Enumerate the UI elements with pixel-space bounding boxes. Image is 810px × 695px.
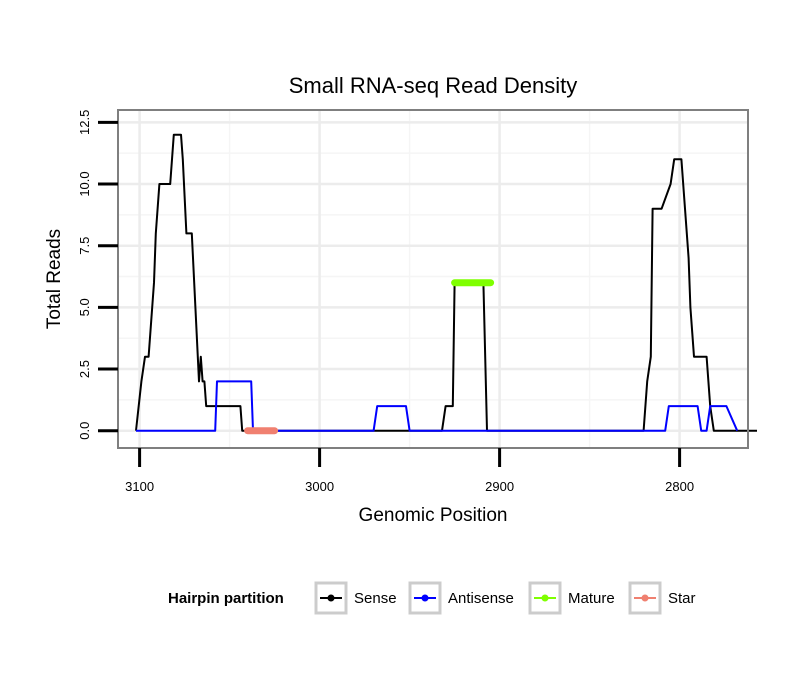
legend-item-antisense: Antisense (408, 581, 514, 615)
chart-title: Small RNA-seq Read Density (289, 73, 578, 98)
legend-item-sense: Sense (314, 581, 397, 615)
y-tick-label: 2.5 (77, 360, 92, 378)
legend-key-point (327, 594, 335, 602)
x-tick-label: 3100 (125, 479, 154, 494)
series-line-sense (135, 133, 757, 432)
legend: Hairpin partition Sense Antisense Mature St… (168, 581, 696, 615)
x-tick-label: 2800 (665, 479, 694, 494)
y-axis-label: Total Reads (44, 229, 65, 329)
legend-title: Hairpin partition (168, 590, 284, 607)
series-layer (135, 133, 757, 435)
legend-item-mature: Mature (528, 581, 615, 615)
legend-item-star: Star (628, 581, 696, 615)
y-tick-label: 10.0 (77, 171, 92, 196)
y-tick-label: 12.5 (77, 110, 92, 135)
y-tick-label: 0.0 (77, 422, 92, 440)
y-tick-label: 7.5 (77, 237, 92, 255)
x-tick-label: 3000 (305, 479, 334, 494)
y-tick-label: 5.0 (77, 298, 92, 316)
legend-label: Star (668, 590, 696, 607)
grid-layer (118, 110, 748, 448)
legend-key-point (541, 594, 549, 602)
x-axis-label: Genomic Position (359, 505, 508, 526)
axis-layer: 0.0 2.5 5.0 7.5 10.0 12.5 3100 3000 2900 2800 (77, 110, 694, 494)
series-line-antisense (136, 380, 739, 432)
legend-key-point (641, 594, 649, 602)
plot-panel-border (117, 109, 749, 449)
x-tick-label: 2900 (485, 479, 514, 494)
legend-key-point (421, 594, 429, 602)
legend-label: Mature (568, 590, 615, 607)
legend-label: Sense (354, 590, 397, 607)
legend-label: Antisense (448, 590, 514, 607)
